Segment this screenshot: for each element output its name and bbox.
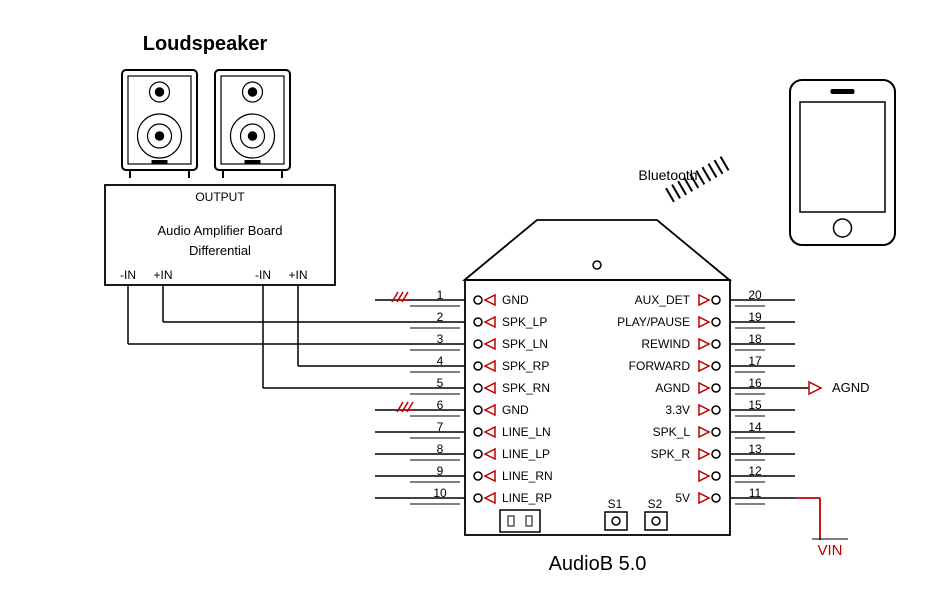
switch-label: S1 bbox=[608, 497, 623, 511]
pin-label-right: 3.3V bbox=[665, 403, 690, 417]
pin-number-left: 8 bbox=[437, 442, 444, 456]
pin-label-right: AUX_DET bbox=[635, 293, 691, 307]
phone-icon bbox=[790, 80, 895, 245]
pin-number-left: 10 bbox=[433, 486, 447, 500]
wiring-right: 20 19 18 17 16 15 14 13 12 11 AGND VIN bbox=[730, 288, 870, 559]
pin-number-left: 5 bbox=[437, 376, 444, 390]
pin-number-left: 7 bbox=[437, 420, 444, 434]
pin-label-right: REWIND bbox=[641, 337, 690, 351]
amp-output-label: OUTPUT bbox=[195, 190, 245, 204]
pin-label-right: 5V bbox=[675, 491, 690, 505]
pin-number-right: 20 bbox=[748, 288, 762, 302]
pin-number-left: 9 bbox=[437, 464, 444, 478]
pin-number-left: 3 bbox=[437, 332, 444, 346]
bluetooth-label: Bluetooth bbox=[638, 167, 697, 183]
pin-number-left: 4 bbox=[437, 354, 444, 368]
loudspeaker-right bbox=[215, 70, 290, 178]
pin-label-right: PLAY/PAUSE bbox=[617, 315, 690, 329]
amp-term-label: +IN bbox=[153, 268, 172, 282]
pin-number-right: 18 bbox=[748, 332, 762, 346]
pin-label-left: LINE_LP bbox=[502, 447, 550, 461]
pin-label-left: GND bbox=[502, 293, 529, 307]
pin-number-left: 6 bbox=[437, 398, 444, 412]
pin-label-left: SPK_RP bbox=[502, 359, 549, 373]
agnd-label: AGND bbox=[832, 380, 870, 395]
pin-label-right: SPK_R bbox=[651, 447, 691, 461]
pin-number-right: 13 bbox=[748, 442, 762, 456]
pin-label-left: LINE_RN bbox=[502, 469, 553, 483]
pin-number-right: 12 bbox=[748, 464, 762, 478]
switch bbox=[605, 512, 627, 530]
pin-label-left: SPK_LP bbox=[502, 315, 547, 329]
loudspeaker-title: Loudspeaker bbox=[143, 33, 268, 55]
amplifier-board: OUTPUTAudio Amplifier BoardDifferential-… bbox=[105, 185, 335, 293]
pin-number-right: 11 bbox=[749, 486, 762, 500]
pin-label-left: LINE_LN bbox=[502, 425, 551, 439]
pin-number-left: 2 bbox=[437, 310, 444, 324]
pin-label-right: SPK_L bbox=[653, 425, 691, 439]
amp-line1: Audio Amplifier Board bbox=[157, 223, 282, 238]
audio-module: GND SPK_LP SPK_LN SPK_RP SPK_RN GND LINE_LN LIN… bbox=[465, 220, 731, 535]
board-title: AudioB 5.0 bbox=[549, 553, 647, 575]
amp-line2: Differential bbox=[189, 243, 251, 258]
pin-label-left: GND bbox=[502, 403, 529, 417]
pin-number-right: 16 bbox=[748, 376, 762, 390]
pin-label-right: FORWARD bbox=[629, 359, 691, 373]
wiring-left: 1 2 3 4 5 6 7 8 9 10 bbox=[128, 288, 465, 504]
pin-number-left: 1 bbox=[437, 288, 444, 302]
switch bbox=[645, 512, 667, 530]
amp-term-label: -IN bbox=[255, 268, 271, 282]
pin-number-right: 15 bbox=[748, 398, 762, 412]
pin-label-left: SPK_LN bbox=[502, 337, 548, 351]
amp-term-label: -IN bbox=[120, 268, 136, 282]
vin-label: VIN bbox=[817, 542, 842, 559]
pin-label-left: LINE_RP bbox=[502, 491, 552, 505]
loudspeaker-left bbox=[122, 70, 197, 178]
pin-number-right: 14 bbox=[748, 420, 762, 434]
pin-label-left: SPK_RN bbox=[502, 381, 550, 395]
usb-connector bbox=[500, 510, 540, 532]
pin-label-right: AGND bbox=[655, 381, 690, 395]
pin-number-right: 17 bbox=[748, 354, 762, 368]
switch-label: S2 bbox=[648, 497, 663, 511]
pin-number-right: 19 bbox=[748, 310, 762, 324]
amp-term-label: +IN bbox=[288, 268, 307, 282]
